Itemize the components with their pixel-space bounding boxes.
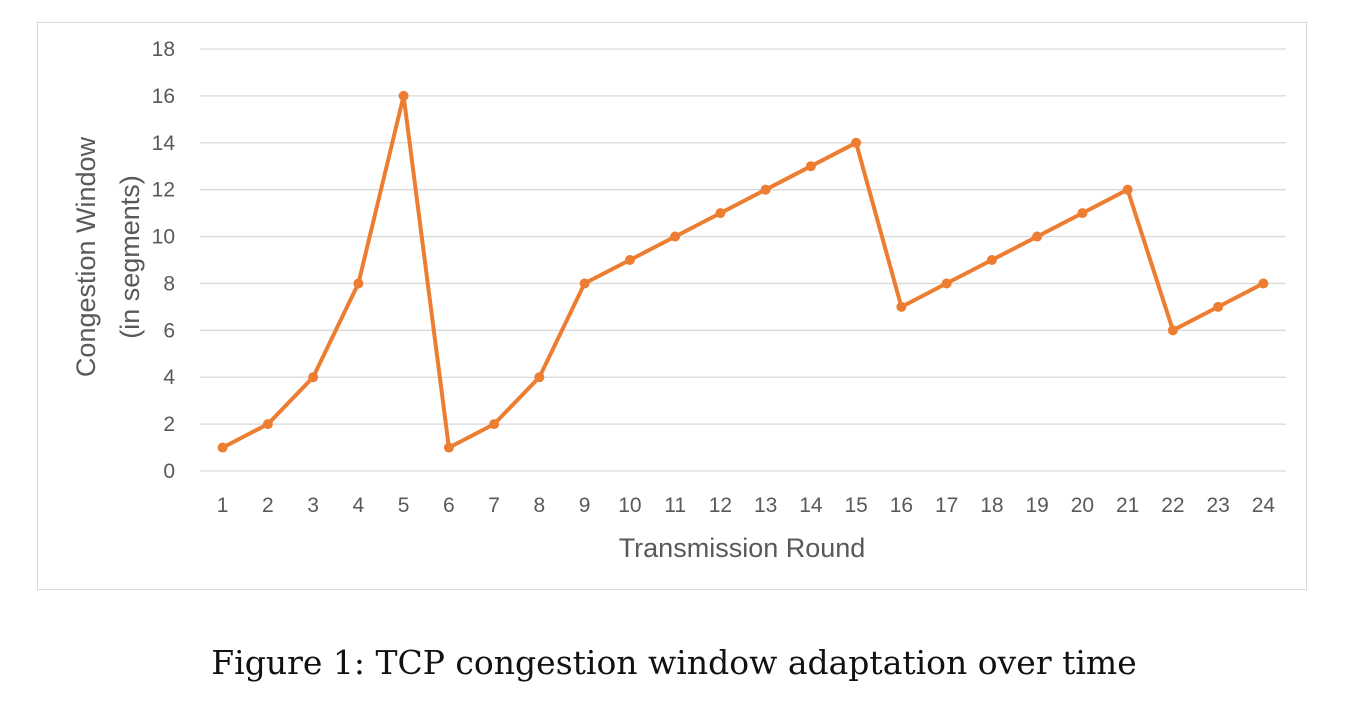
data-point xyxy=(986,255,997,265)
data-point xyxy=(353,278,364,289)
y-axis-title-line-1: Congestion Window xyxy=(71,136,101,377)
data-point xyxy=(398,90,409,101)
data-point xyxy=(760,184,771,195)
x-tick-label: 6 xyxy=(443,494,455,517)
x-tick-label: 14 xyxy=(799,494,823,517)
y-tick-label: 18 xyxy=(152,38,175,61)
x-tick-label: 16 xyxy=(890,494,913,517)
x-tick-label: 4 xyxy=(353,494,365,517)
x-tick-label: 9 xyxy=(579,494,591,517)
data-point xyxy=(896,301,907,312)
x-tick-label: 23 xyxy=(1206,494,1229,517)
x-tick-label: 15 xyxy=(844,494,867,517)
y-axis-title-line-2: (in segments) xyxy=(115,175,145,339)
data-point xyxy=(670,231,681,242)
data-point xyxy=(1213,301,1224,312)
series-congestion-window xyxy=(217,90,1269,453)
x-tick-label: 5 xyxy=(398,494,410,517)
data-point xyxy=(1032,231,1043,242)
y-tick-label: 0 xyxy=(163,460,175,483)
data-point xyxy=(1122,184,1133,195)
y-tick-label: 16 xyxy=(152,85,175,108)
chart-frame xyxy=(37,22,1307,590)
data-point xyxy=(805,161,816,172)
x-tick-label: 17 xyxy=(935,494,958,517)
x-tick-label: 19 xyxy=(1025,494,1048,517)
data-point xyxy=(489,419,500,430)
x-tick-labels: 1 2 3 4 5 6 7 8 9 10 11 12 13 14 15 16 17 18 19 20 21 22 23 24 xyxy=(217,494,1276,517)
x-tick-label: 2 xyxy=(262,494,274,517)
x-tick-label: 8 xyxy=(534,494,546,517)
x-axis-title: Transmission Round xyxy=(619,533,866,563)
x-tick-label: 24 xyxy=(1252,494,1276,517)
data-point xyxy=(1167,325,1178,336)
x-tick-label: 12 xyxy=(709,494,732,517)
x-tick-label: 11 xyxy=(664,494,686,517)
y-tick-label: 8 xyxy=(163,272,175,295)
y-tick-label: 14 xyxy=(152,132,176,155)
x-tick-label: 10 xyxy=(618,494,641,517)
y-tick-label: 12 xyxy=(152,179,175,202)
x-tick-label: 3 xyxy=(307,494,319,517)
y-tick-label: 6 xyxy=(163,319,175,342)
data-point xyxy=(851,137,862,148)
data-point xyxy=(1258,278,1269,289)
data-point xyxy=(262,419,273,430)
data-point xyxy=(715,208,726,219)
y-tick-label: 2 xyxy=(163,413,175,436)
y-tick-labels: 0 2 4 6 8 10 12 14 16 18 xyxy=(152,38,176,483)
x-tick-label: 20 xyxy=(1071,494,1094,517)
y-tick-label: 10 xyxy=(152,226,175,249)
x-tick-label: 13 xyxy=(754,494,777,517)
data-point xyxy=(624,255,635,265)
data-point xyxy=(443,442,454,453)
y-tick-label: 4 xyxy=(163,366,175,389)
gridlines xyxy=(200,48,1286,472)
y-axis-title: Congestion Window (in segments) xyxy=(71,136,145,377)
x-tick-label: 21 xyxy=(1116,494,1139,517)
data-point xyxy=(579,278,590,289)
series-line xyxy=(220,93,1266,450)
x-tick-label: 1 xyxy=(217,494,229,517)
figure-caption: Figure 1: TCP congestion window adaptati… xyxy=(211,643,1137,682)
data-point xyxy=(217,442,228,453)
x-tick-label: 7 xyxy=(488,494,500,517)
data-point xyxy=(534,372,545,383)
data-point xyxy=(1077,208,1088,219)
data-point xyxy=(941,278,952,289)
x-tick-label: 18 xyxy=(980,494,1003,517)
data-point xyxy=(308,372,319,383)
x-tick-label: 22 xyxy=(1161,494,1184,517)
